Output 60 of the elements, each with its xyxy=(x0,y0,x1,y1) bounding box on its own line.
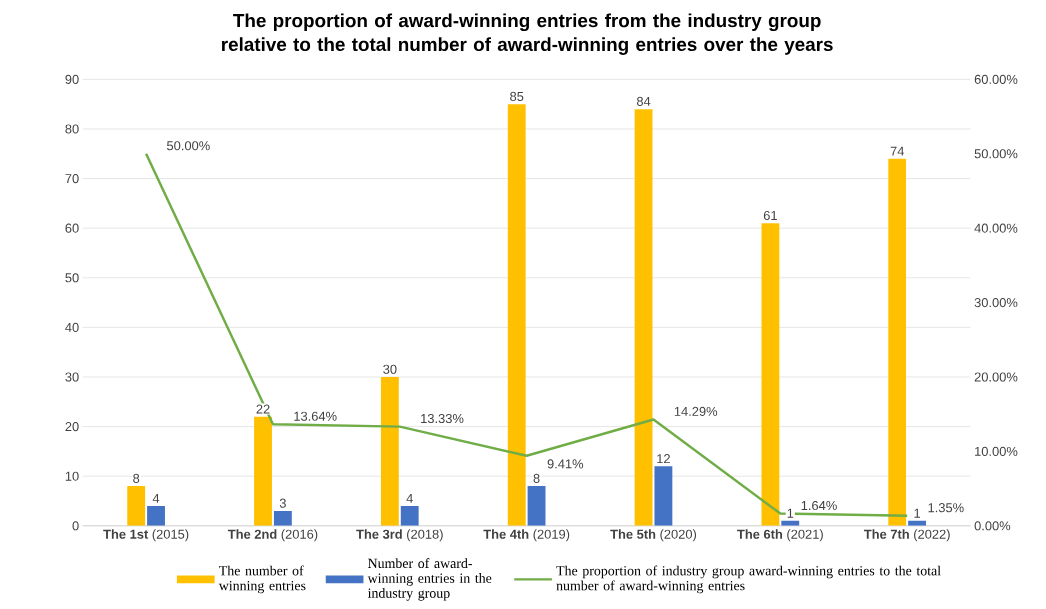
data-label: 13.33% xyxy=(421,413,464,424)
data-label: 3 xyxy=(279,498,286,508)
data-label: 9.41% xyxy=(547,459,584,469)
data-label: 14.29% xyxy=(674,406,718,416)
data-label: 85 xyxy=(510,91,524,101)
data-label: 1 xyxy=(787,508,794,518)
data-label: 1.35% xyxy=(928,503,964,513)
legend-label: The proportion of industry group award-winning entries to the total number of award-winning entries xyxy=(556,565,941,594)
data-label: 4 xyxy=(152,493,160,503)
y2-tick-label: 50.00% xyxy=(974,149,1018,159)
bar xyxy=(507,104,526,526)
data-label: 61 xyxy=(763,210,777,220)
bar xyxy=(400,505,419,526)
data-label: 84 xyxy=(636,96,651,106)
x-tick-label: The 5th (2020) xyxy=(610,529,697,542)
y2-tick-label: 10.00% xyxy=(975,446,1018,456)
y-tick-label: 10 xyxy=(65,471,79,481)
y-tick-label: 50 xyxy=(65,273,79,283)
bar xyxy=(888,158,907,526)
data-label: 1.64% xyxy=(801,500,837,511)
data-label: 13.64% xyxy=(294,411,337,421)
data-label: 8 xyxy=(133,473,140,483)
y-tick-label: 20 xyxy=(65,421,79,432)
y-tick-label: 0 xyxy=(72,521,79,531)
bar xyxy=(654,466,673,526)
data-label: 1 xyxy=(914,508,921,518)
x-tick-label: The 6th (2021) xyxy=(737,529,823,542)
y2-tick-label: 0.00% xyxy=(974,521,1011,531)
bar xyxy=(634,109,653,526)
data-label: 8 xyxy=(533,473,540,483)
data-label: 50.00% xyxy=(166,141,210,151)
chart-title: The proportion of award-winning entries from the industry group relative to the total number of award-winning entries over the years xyxy=(222,13,833,55)
bar xyxy=(273,510,292,526)
y-tick-label: 60 xyxy=(65,223,79,233)
y-tick-label: 90 xyxy=(65,74,79,84)
bar xyxy=(127,486,146,526)
y-tick-label: 70 xyxy=(65,173,79,184)
y2-tick-label: 40.00% xyxy=(974,223,1018,233)
y2-tick-label: 60.00% xyxy=(974,74,1018,84)
data-label: 74 xyxy=(890,146,905,156)
data-label: 30 xyxy=(383,364,397,374)
y-tick-label: 30 xyxy=(65,372,79,382)
x-tick-label: The 4th (2019) xyxy=(483,529,570,542)
x-tick-label: The 1st (2015) xyxy=(103,529,189,542)
y2-tick-label: 30.00% xyxy=(974,297,1018,308)
x-tick-label: The 3rd (2018) xyxy=(356,529,443,542)
bar xyxy=(761,223,780,526)
data-label: 4 xyxy=(406,493,413,503)
x-tick-label: The 2nd (2016) xyxy=(227,529,318,542)
y-tick-label: 40 xyxy=(65,322,79,332)
bar xyxy=(380,376,399,526)
bar xyxy=(527,486,546,526)
y2-tick-label: 20.00% xyxy=(974,372,1018,382)
x-tick-label: The 7th (2022) xyxy=(863,529,950,542)
data-label: 22 xyxy=(256,404,270,414)
legend-label: Number of award-winning entries in the industry group xyxy=(367,558,492,601)
data-label: 12 xyxy=(657,454,670,464)
bar xyxy=(147,505,165,526)
legend-label: The number of winning entries xyxy=(218,565,306,594)
y-tick-label: 80 xyxy=(65,124,79,134)
